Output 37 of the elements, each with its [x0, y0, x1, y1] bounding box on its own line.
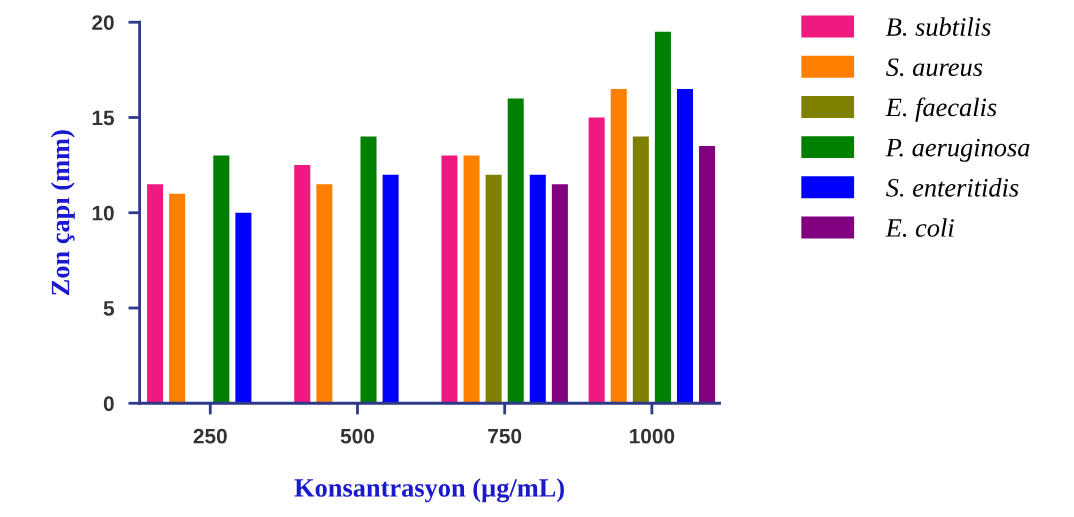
bar	[676, 88, 694, 404]
y-tick-label: 0	[103, 396, 114, 412]
x-tick-label: 750	[488, 428, 522, 444]
legend-label: S. enteritidis	[886, 178, 1019, 197]
bar	[169, 193, 186, 404]
bar	[316, 184, 333, 404]
y-tick-label: 15	[92, 110, 115, 126]
x-tick-label: 500	[340, 428, 374, 444]
bar	[485, 174, 502, 404]
bar	[360, 136, 377, 404]
x-tick-label: 250	[193, 428, 227, 444]
bar	[463, 155, 480, 404]
x-tick-label: 1000	[630, 428, 675, 444]
bar	[441, 155, 458, 404]
y-tick-label: 20	[92, 15, 114, 30]
bar	[699, 146, 716, 404]
legend-label: E. coli	[885, 218, 954, 237]
x-axis-title: Konsantrasyon (µg/mL)	[294, 478, 564, 503]
bar	[588, 117, 605, 404]
legend-label: E. faecalis	[885, 97, 997, 122]
bar	[213, 155, 230, 404]
bar	[235, 212, 252, 404]
bar	[632, 136, 649, 404]
legend-label: B. subtilis	[886, 17, 991, 37]
bar	[507, 98, 524, 404]
bar	[294, 165, 311, 404]
bar	[654, 31, 671, 404]
legend-label: P. aeruginosa	[885, 138, 1030, 162]
bar	[551, 184, 568, 404]
bar	[147, 184, 164, 404]
legend-label: S. aureus	[886, 58, 983, 77]
bar	[610, 88, 627, 404]
y-axis-title: Zon çapı (mm)	[50, 130, 75, 296]
bar	[382, 174, 399, 404]
bar	[529, 174, 546, 404]
y-tick-label: 10	[92, 205, 114, 221]
y-tick-label: 5	[103, 301, 115, 316]
